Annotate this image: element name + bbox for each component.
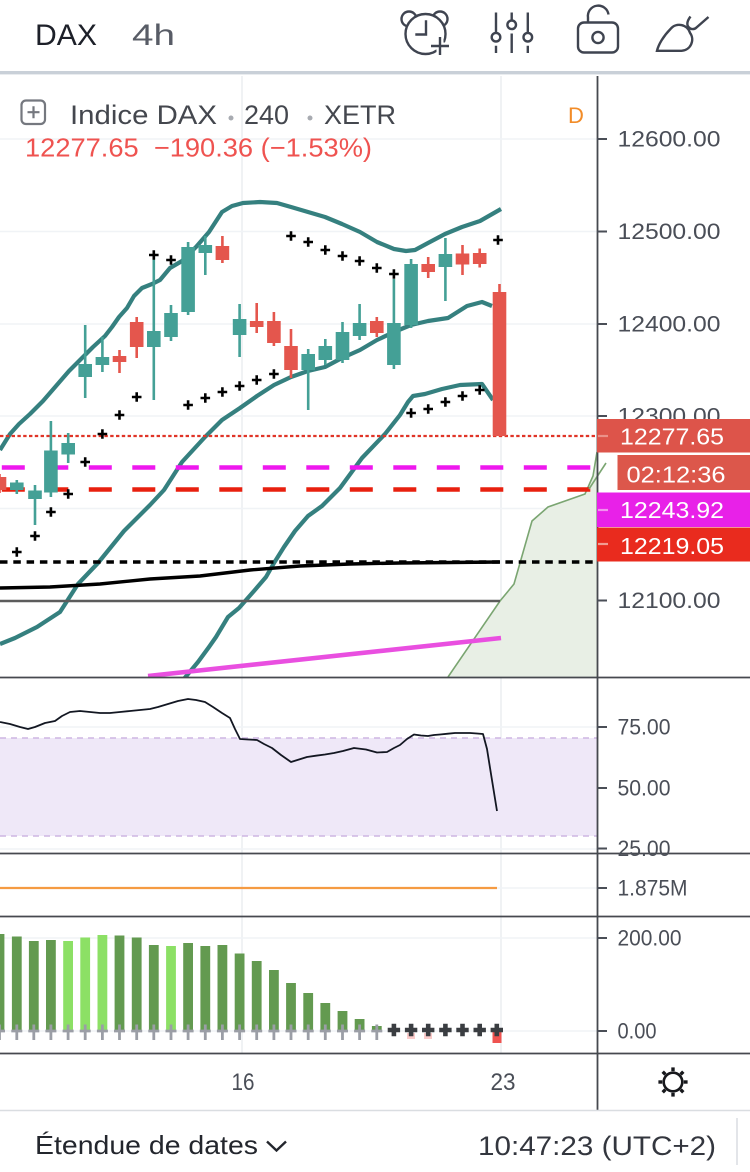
svg-text:DAX: DAX [35,19,97,52]
svg-text:4h: 4h [132,19,175,52]
svg-text:12100.00: 12100.00 [618,588,721,613]
svg-text:Étendue de dates: Étendue de dates [35,1130,258,1160]
svg-text:XETR: XETR [324,100,396,130]
svg-text:240: 240 [244,100,289,130]
svg-text:75.00: 75.00 [618,715,671,740]
svg-text:12400.00: 12400.00 [618,312,721,337]
svg-text:25.00: 25.00 [618,836,671,861]
svg-text:12277.65: 12277.65 [620,424,724,450]
svg-text:1.875M: 1.875M [618,876,688,901]
svg-text:10:47:23 (UTC+2): 10:47:23 (UTC+2) [478,1131,716,1161]
svg-text:200.00: 200.00 [618,926,682,951]
svg-text:50.00: 50.00 [618,776,671,801]
svg-text:12243.92: 12243.92 [620,497,724,523]
svg-text:Indice DAX: Indice DAX [70,100,217,130]
svg-text:16: 16 [232,1069,255,1096]
svg-text:23: 23 [491,1069,516,1096]
svg-text:12219.05: 12219.05 [620,533,724,559]
svg-text:12500.00: 12500.00 [618,219,721,244]
svg-text:D: D [568,103,584,128]
svg-text:12277.65 −190.36 (−1.53%): 12277.65 −190.36 (−1.53%) [25,133,372,163]
svg-text:0.00: 0.00 [618,1019,657,1044]
svg-text:12600.00: 12600.00 [618,127,721,152]
svg-text:02:12:36: 02:12:36 [627,462,726,488]
